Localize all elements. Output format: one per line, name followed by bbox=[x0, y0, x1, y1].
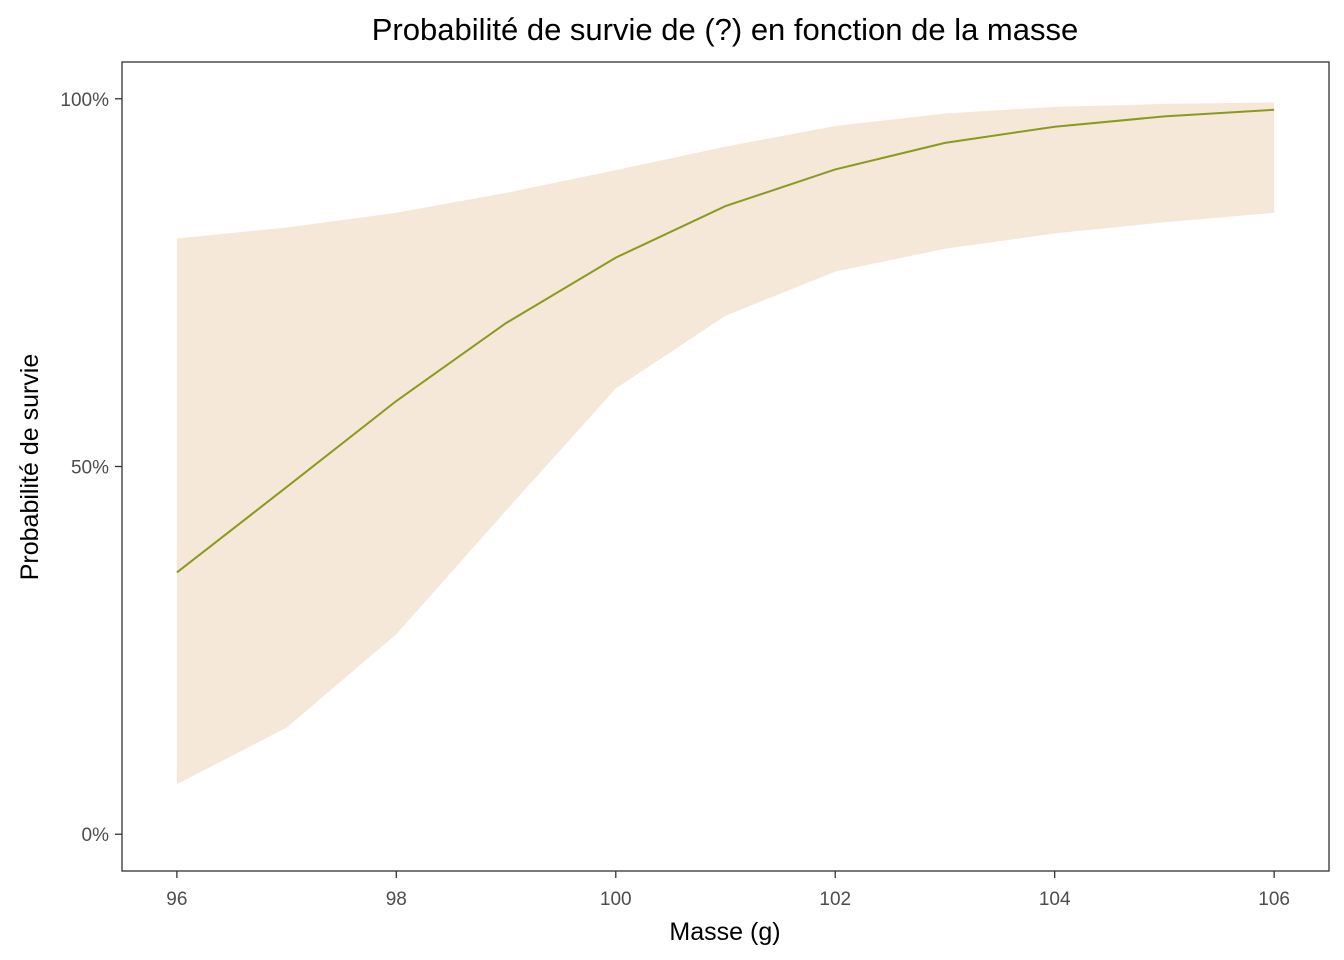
confidence-ribbon bbox=[176, 102, 1275, 785]
x-tick-label: 96 bbox=[166, 889, 187, 910]
survival-line bbox=[176, 108, 1275, 574]
x-tick-label: 104 bbox=[1039, 889, 1071, 910]
x-tick-label: 106 bbox=[1258, 889, 1290, 910]
plot-area bbox=[176, 102, 1275, 785]
x-axis: 96 98 100 102 104 106 bbox=[166, 871, 1290, 910]
x-tick-label: 102 bbox=[819, 889, 851, 910]
y-tick-label: 50% bbox=[71, 458, 109, 479]
chart-title: Probabilité de survie de (?) en fonction… bbox=[372, 12, 1079, 47]
x-tick-label: 100 bbox=[600, 889, 632, 910]
y-tick-label: 0% bbox=[82, 825, 110, 846]
y-tick-label: 100% bbox=[60, 90, 109, 111]
y-axis-title: Probabilité de survie bbox=[16, 354, 44, 581]
y-axis: 0% 50% 100% bbox=[60, 90, 122, 846]
x-axis-title: Masse (g) bbox=[669, 918, 780, 946]
x-tick-label: 98 bbox=[386, 889, 407, 910]
